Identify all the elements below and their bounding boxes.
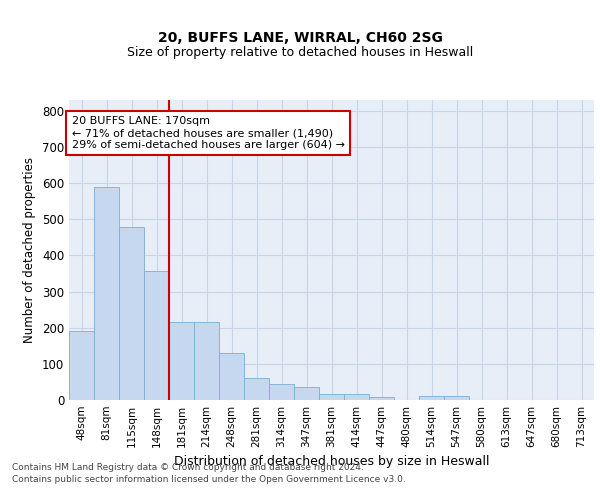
Bar <box>319 394 344 400</box>
Y-axis label: Number of detached properties: Number of detached properties <box>23 157 37 343</box>
Bar <box>219 353 244 400</box>
Bar <box>444 396 469 400</box>
Bar <box>94 188 119 400</box>
Bar <box>369 397 394 400</box>
Bar <box>419 396 444 400</box>
Bar <box>144 272 169 400</box>
Bar <box>344 394 369 400</box>
Text: Contains public sector information licensed under the Open Government Licence v3: Contains public sector information licen… <box>12 475 406 484</box>
Bar <box>269 384 294 400</box>
Bar <box>194 322 219 400</box>
Bar <box>119 226 144 400</box>
Bar <box>294 387 319 400</box>
X-axis label: Distribution of detached houses by size in Heswall: Distribution of detached houses by size … <box>174 456 489 468</box>
Text: 20 BUFFS LANE: 170sqm
← 71% of detached houses are smaller (1,490)
29% of semi-d: 20 BUFFS LANE: 170sqm ← 71% of detached … <box>71 116 344 150</box>
Text: 20, BUFFS LANE, WIRRAL, CH60 2SG: 20, BUFFS LANE, WIRRAL, CH60 2SG <box>158 30 442 44</box>
Bar <box>69 330 94 400</box>
Bar <box>244 378 269 400</box>
Bar <box>169 322 194 400</box>
Text: Size of property relative to detached houses in Heswall: Size of property relative to detached ho… <box>127 46 473 59</box>
Text: Contains HM Land Registry data © Crown copyright and database right 2024.: Contains HM Land Registry data © Crown c… <box>12 462 364 471</box>
